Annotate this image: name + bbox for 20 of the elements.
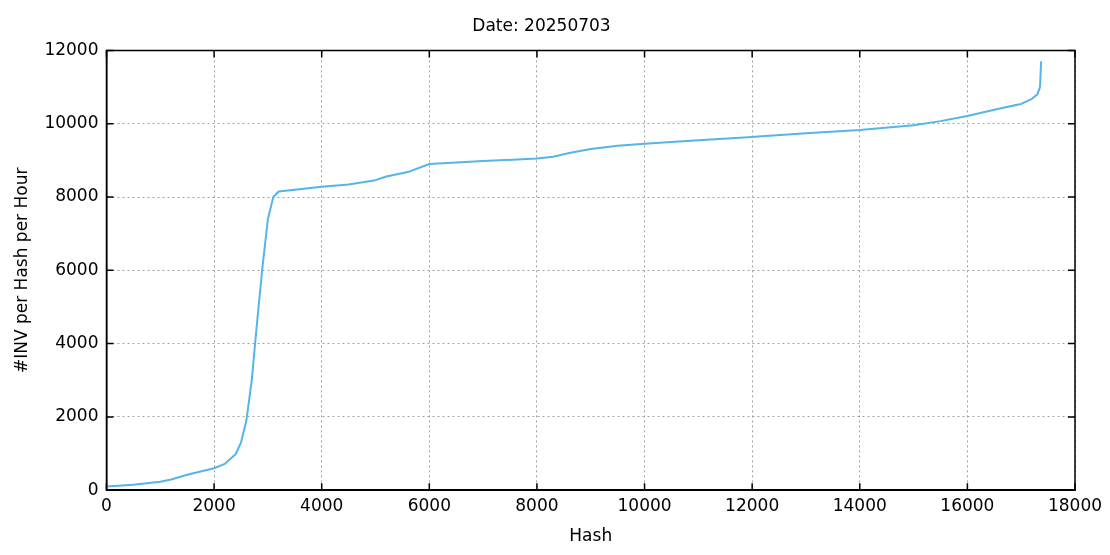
y-tick-label: 10000 bbox=[44, 112, 99, 133]
x-tick-label: 12000 bbox=[725, 494, 780, 515]
y-tick-label: 12000 bbox=[44, 38, 99, 59]
x-tick-label: 2000 bbox=[192, 494, 236, 515]
x-tick-label: 4000 bbox=[300, 494, 344, 515]
y-tick-label: 8000 bbox=[55, 185, 99, 206]
y-axis-title: #INV per Hash per Hour bbox=[10, 167, 31, 374]
x-tick-label: 8000 bbox=[515, 494, 559, 515]
chart-title: Date: 20250703 bbox=[472, 14, 611, 35]
x-tick-label: 6000 bbox=[407, 494, 451, 515]
y-tick-label: 6000 bbox=[55, 258, 99, 279]
x-tick-label: 0 bbox=[101, 494, 112, 515]
y-tick-label: 0 bbox=[87, 478, 99, 499]
x-tick-label: 16000 bbox=[940, 494, 995, 515]
y-tick-label: 2000 bbox=[55, 405, 99, 426]
x-tick-label: 18000 bbox=[1047, 494, 1103, 515]
x-axis-title: Hash bbox=[569, 525, 613, 546]
y-tick-label: 4000 bbox=[55, 332, 99, 353]
x-tick-label: 14000 bbox=[832, 494, 887, 515]
x-tick-label: 10000 bbox=[617, 494, 672, 515]
